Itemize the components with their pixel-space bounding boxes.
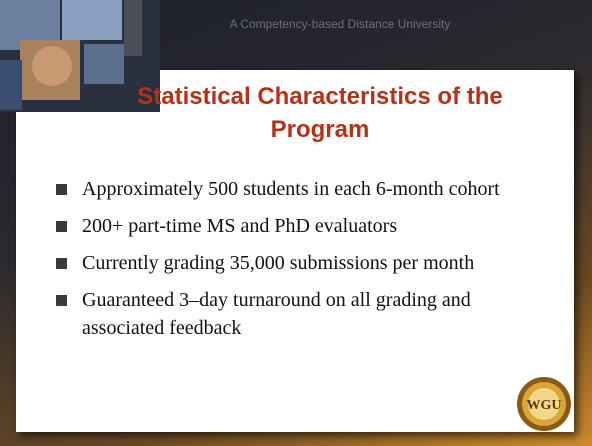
- bullet-item: Approximately 500 students in each 6-mon…: [52, 175, 522, 203]
- bullet-item: Guaranteed 3–day turnaround on all gradi…: [52, 286, 522, 342]
- bullet-list: Approximately 500 students in each 6-mon…: [52, 175, 522, 351]
- bullet-item: Currently grading 35,000 submissions per…: [52, 249, 522, 277]
- seal-monogram: WGU: [527, 398, 562, 413]
- university-seal: WGU: [516, 376, 572, 432]
- bullet-item: 200+ part-time MS and PhD evaluators: [52, 212, 522, 240]
- slide: A Competency-based Distance University S…: [0, 0, 592, 446]
- slide-title: Statistical Characteristics of the Progr…: [90, 80, 550, 146]
- tagline: A Competency-based Distance University: [150, 17, 530, 31]
